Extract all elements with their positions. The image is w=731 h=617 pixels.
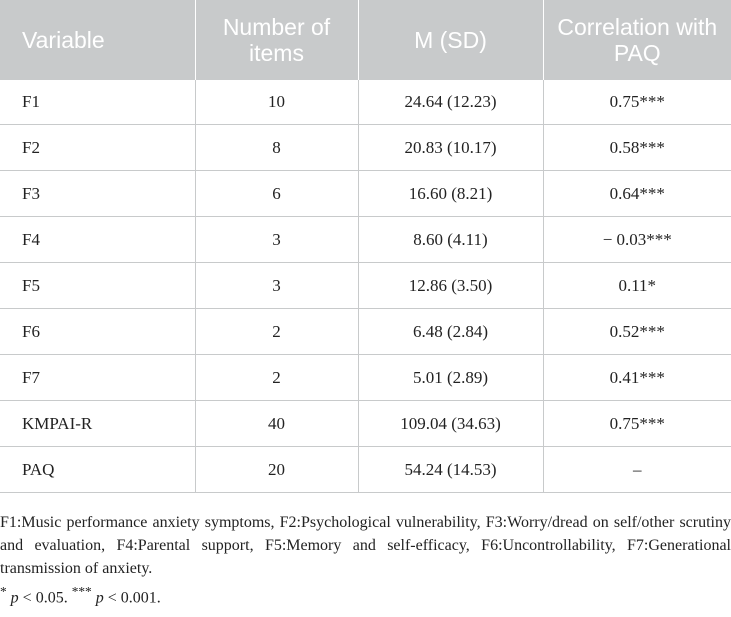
cell-mean-sd: 16.60 (8.21) bbox=[358, 170, 544, 217]
sig1-threshold: < 0.05. bbox=[18, 589, 72, 607]
cell-correlation: 0.11* bbox=[543, 262, 731, 309]
cell-mean-sd: 24.64 (12.23) bbox=[358, 80, 544, 125]
cell-variable: PAQ bbox=[0, 446, 196, 493]
cell-correlation: 0.75*** bbox=[543, 80, 731, 125]
cell-variable: F2 bbox=[0, 124, 196, 171]
cell-mean-sd: 54.24 (14.53) bbox=[358, 446, 544, 493]
cell-correlation: 0.75*** bbox=[543, 400, 731, 447]
table-row: F7 2 5.01 (2.89) 0.41*** bbox=[0, 354, 731, 401]
table-row: KMPAI-R 40 109.04 (34.63) 0.75*** bbox=[0, 400, 731, 447]
cell-mean-sd: 109.04 (34.63) bbox=[358, 400, 544, 447]
cell-items: 3 bbox=[195, 262, 359, 309]
cell-correlation: – bbox=[543, 446, 731, 493]
cell-items: 2 bbox=[195, 308, 359, 355]
table-row: F6 2 6.48 (2.84) 0.52*** bbox=[0, 308, 731, 355]
table-body: F1 10 24.64 (12.23) 0.75*** F2 8 20.83 (… bbox=[0, 80, 731, 493]
cell-items: 2 bbox=[195, 354, 359, 401]
sig2-threshold: < 0.001. bbox=[103, 589, 161, 607]
table-row: PAQ 20 54.24 (14.53) – bbox=[0, 446, 731, 493]
cell-items: 40 bbox=[195, 400, 359, 447]
table-row: F3 6 16.60 (8.21) 0.64*** bbox=[0, 170, 731, 217]
cell-items: 3 bbox=[195, 216, 359, 263]
cell-items: 20 bbox=[195, 446, 359, 493]
cell-mean-sd: 20.83 (10.17) bbox=[358, 124, 544, 171]
abbreviations-note: F1:Music performance anxiety symptoms, F… bbox=[0, 514, 731, 577]
cell-variable: F4 bbox=[0, 216, 196, 263]
table-row: F2 8 20.83 (10.17) 0.58*** bbox=[0, 124, 731, 171]
cell-correlation: 0.58*** bbox=[543, 124, 731, 171]
cell-mean-sd: 5.01 (2.89) bbox=[358, 354, 544, 401]
table-row: F1 10 24.64 (12.23) 0.75*** bbox=[0, 80, 731, 125]
sig1-marker: * bbox=[0, 584, 7, 599]
cell-variable: F1 bbox=[0, 80, 196, 125]
significance-note: * p < 0.05. *** p < 0.001. bbox=[0, 580, 731, 609]
cell-mean-sd: 6.48 (2.84) bbox=[358, 308, 544, 355]
cell-variable: KMPAI-R bbox=[0, 400, 196, 447]
cell-variable: F5 bbox=[0, 262, 196, 309]
cell-mean-sd: 8.60 (4.11) bbox=[358, 216, 544, 263]
sig1-p: p bbox=[10, 589, 19, 607]
table-header: Variable Number of items M (SD) Correlat… bbox=[0, 0, 731, 80]
cell-variable: F7 bbox=[0, 354, 196, 401]
cell-variable: F3 bbox=[0, 170, 196, 217]
cell-correlation: 0.41*** bbox=[543, 354, 731, 401]
cell-items: 10 bbox=[195, 80, 359, 125]
header-mean-sd: M (SD) bbox=[358, 0, 544, 80]
table-row: F4 3 8.60 (4.11) − 0.03*** bbox=[0, 216, 731, 263]
header-row: Variable Number of items M (SD) Correlat… bbox=[0, 0, 731, 80]
cell-correlation: 0.52*** bbox=[543, 308, 731, 355]
header-variable: Variable bbox=[0, 0, 196, 80]
cell-items: 6 bbox=[195, 170, 359, 217]
cell-mean-sd: 12.86 (3.50) bbox=[358, 262, 544, 309]
sig2-p: p bbox=[95, 589, 104, 607]
cell-correlation: − 0.03*** bbox=[543, 216, 731, 263]
sig2-marker: *** bbox=[71, 584, 92, 599]
cell-correlation: 0.64*** bbox=[543, 170, 731, 217]
cell-variable: F6 bbox=[0, 308, 196, 355]
table-notes: F1:Music performance anxiety symptoms, F… bbox=[0, 511, 731, 609]
header-number-of-items: Number of items bbox=[195, 0, 359, 80]
table-figure: Variable Number of items M (SD) Correlat… bbox=[0, 0, 731, 493]
cell-items: 8 bbox=[195, 124, 359, 171]
table-row: F5 3 12.86 (3.50) 0.11* bbox=[0, 262, 731, 309]
header-correlation: Correlation with PAQ bbox=[543, 0, 731, 80]
data-table: Variable Number of items M (SD) Correlat… bbox=[0, 0, 731, 493]
